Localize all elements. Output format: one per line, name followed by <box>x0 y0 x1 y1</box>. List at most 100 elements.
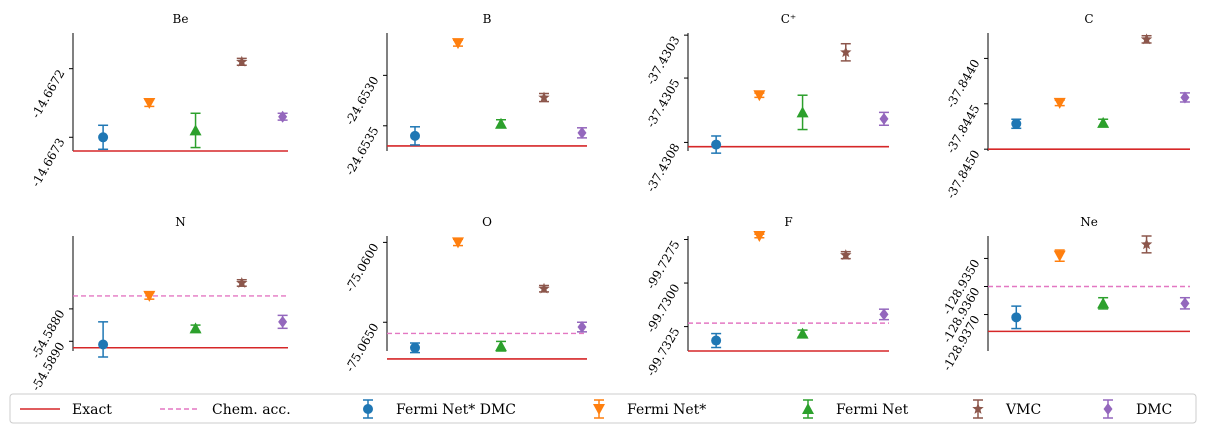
y-tick-label: -99.7300 <box>644 282 683 335</box>
marker-fermi-net-dmc <box>410 130 420 141</box>
legend-entry-fermi-net: Fermi Net <box>802 399 909 419</box>
legend-entry-vmc: VMC <box>972 399 1041 419</box>
point-fermi-net <box>143 97 156 109</box>
panel-title: F <box>784 215 792 229</box>
point-fermi-net <box>495 117 507 129</box>
legend-entry-fermi-net: Fermi Net* <box>593 399 706 419</box>
y-tick-label: -24.6530 <box>343 74 382 127</box>
point-fermi-net <box>753 231 766 242</box>
y-tick-label: -99.7275 <box>644 238 683 291</box>
panel-title: C⁺ <box>781 12 797 26</box>
y-tick-label: -24.6535 <box>343 124 382 177</box>
marker-fermi-net <box>189 322 202 334</box>
legend: Exact Chem. acc. Fermi Net* DMC Fermi Net* F… <box>9 393 1197 424</box>
legend-label: VMC <box>1005 402 1041 418</box>
legend-label: Exact <box>72 402 112 418</box>
marker-vmc <box>538 91 550 103</box>
point-fermi-net-dmc <box>1011 118 1022 130</box>
panel-n: N-54.5880-54.5890 <box>29 215 288 393</box>
y-tick-label: -37.4308 <box>644 141 683 194</box>
point-vmc <box>236 276 248 288</box>
marker-fermi-net <box>1097 116 1110 128</box>
legend-entry-exact: Exact <box>20 402 112 418</box>
legend-label: Fermi Net* <box>627 402 706 418</box>
marker-fermi-net-dmc <box>711 139 722 150</box>
marker-fermi-net <box>753 90 766 102</box>
marker-fermi-net <box>143 97 156 109</box>
point-fermi-net <box>495 340 507 352</box>
point-fermi-net-dmc <box>98 124 109 151</box>
point-dmc <box>878 111 889 127</box>
marker-vmc <box>840 249 852 261</box>
marker-fermi-net <box>495 117 507 129</box>
marker-dmc <box>278 315 288 328</box>
legend-entry-dmc: DMC <box>1103 399 1172 419</box>
legend-marker <box>363 404 373 414</box>
legend-label: Fermi Net <box>836 402 909 418</box>
point-fermi-net <box>1053 97 1066 109</box>
legend-label: Fermi Net* DMC <box>396 402 516 418</box>
point-dmc <box>577 321 587 334</box>
point-vmc <box>538 91 550 103</box>
point-fermi-net <box>1097 296 1110 310</box>
point-vmc <box>538 282 550 294</box>
marker-dmc <box>1180 297 1190 310</box>
point-fermi-net-dmc <box>711 332 722 349</box>
point-fermi-net-dmc <box>98 321 109 358</box>
panel-ne: Ne-128.9350-128.9360-128.9370 <box>940 215 1190 373</box>
marker-fermi-net <box>495 340 507 352</box>
point-dmc <box>1179 296 1190 310</box>
panel-b: B -24.6530-24.6535 <box>343 12 587 178</box>
panel-title: C <box>1084 12 1093 26</box>
marker-fermi-net-dmc <box>711 335 722 346</box>
marker-fermi-net <box>1053 97 1066 109</box>
point-fermi-net <box>753 90 766 102</box>
marker-fermi-net <box>452 38 464 50</box>
panel-be: Be -14.6672 -14.6673 <box>29 12 288 189</box>
marker-fermi-net-dmc <box>1011 118 1022 129</box>
marker-dmc <box>879 112 889 125</box>
marker-dmc <box>1180 91 1190 104</box>
legend-entry-fermi-net-dmc: Fermi Net* DMC <box>363 399 516 419</box>
point-dmc <box>277 110 288 123</box>
panel-title: N <box>175 215 186 229</box>
point-dmc <box>878 308 889 321</box>
marker-vmc <box>236 276 248 288</box>
marker-fermi-net <box>189 124 202 136</box>
marker-fermi-net <box>796 327 809 339</box>
legend-entry-chem-acc: Chem. acc. <box>160 402 291 418</box>
y-tick-label: -37.8440 <box>944 57 983 110</box>
marker-vmc <box>840 46 852 58</box>
point-fermi-net <box>452 237 464 249</box>
marker-fermi-net-dmc <box>410 342 420 353</box>
point-fermi-net <box>1097 116 1110 128</box>
panel-title: Be <box>173 12 189 26</box>
y-tick-label: -99.7325 <box>644 325 683 378</box>
marker-dmc <box>879 308 889 321</box>
marker-fermi-net <box>452 237 464 249</box>
marker-fermi-net <box>1053 250 1066 262</box>
point-dmc <box>277 314 288 330</box>
point-vmc <box>840 249 852 261</box>
point-dmc <box>577 126 587 139</box>
point-fermi-net <box>189 112 202 149</box>
point-fermi-net <box>189 322 202 334</box>
point-fermi-net-dmc <box>711 135 722 154</box>
panel-title: Ne <box>1080 215 1098 229</box>
point-vmc <box>1140 235 1153 254</box>
point-vmc <box>236 55 248 67</box>
point-dmc <box>1179 91 1190 104</box>
point-fermi-net-dmc <box>410 342 420 354</box>
marker-fermi-net-dmc <box>98 132 109 143</box>
point-fermi-net-dmc <box>1011 305 1022 330</box>
legend-marker <box>1103 403 1113 415</box>
panel-title: O <box>482 215 492 229</box>
marker-fermi-net <box>796 106 809 118</box>
point-fermi-net <box>796 94 809 131</box>
point-fermi-net <box>143 290 156 302</box>
point-fermi-net <box>796 327 809 339</box>
point-vmc <box>840 42 852 62</box>
panel-title: B <box>483 12 492 26</box>
point-fermi-net <box>1053 249 1066 262</box>
